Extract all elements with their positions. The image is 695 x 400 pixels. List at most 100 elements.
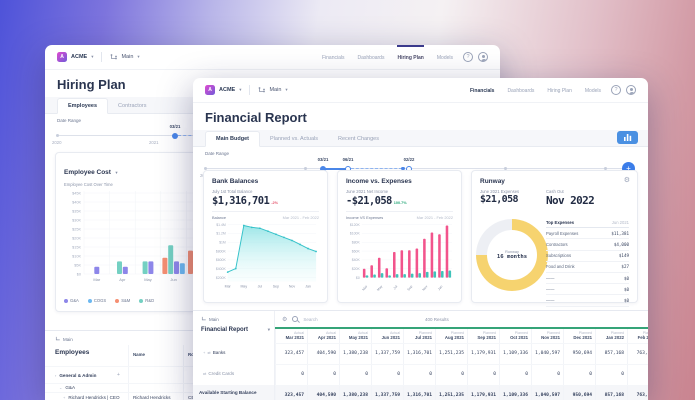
sheet-cell[interactable]: 0 <box>435 365 467 385</box>
table-row-group[interactable]: › General & Admin <box>55 373 96 378</box>
collapse-caret-icon[interactable]: ⌄ <box>59 385 63 390</box>
sheet-cell[interactable]: 0 <box>307 365 339 385</box>
nav-hiring-plan[interactable]: Hiring Plan <box>547 88 572 94</box>
top-expense-row[interactable]: Payroll Expenses $11,381 <box>546 228 629 240</box>
sheet-cell[interactable]: 1,380,238 <box>339 344 371 364</box>
legend-item[interactable]: S&M <box>115 298 130 303</box>
row-label-credit-cards[interactable]: ⇄ Credit Cards <box>203 371 234 376</box>
tab-contractors[interactable]: Contractors <box>118 103 147 109</box>
add-icon[interactable]: + <box>63 395 66 400</box>
user-avatar-icon[interactable] <box>478 52 488 62</box>
slider-handle[interactable] <box>172 132 178 139</box>
search-input[interactable]: Search <box>303 316 318 322</box>
sheet-cell[interactable]: 404,590 <box>307 344 339 364</box>
legend-item[interactable]: COGS <box>87 298 106 303</box>
legend-item[interactable]: G&A <box>64 298 79 303</box>
sheet-cell[interactable]: 763,641 <box>627 386 648 400</box>
sheet-cell[interactable]: 1,179,931 <box>467 386 499 400</box>
table-row-subgroup[interactable]: ⌄ G&A <box>59 385 75 390</box>
sheet-cell[interactable]: 323,457 <box>275 344 307 364</box>
legend-label: G&A <box>70 298 79 303</box>
sheet-cell[interactable]: 857,168 <box>595 386 627 400</box>
drag-handle-icon[interactable]: ⇄ <box>207 350 211 355</box>
expense-amount: $149 <box>618 253 629 259</box>
top-expense-row[interactable]: Subscriptions $149 <box>546 251 629 262</box>
slider-handle-start[interactable] <box>320 165 326 172</box>
sheet-cell[interactable]: 0 <box>403 365 435 385</box>
sheet-cell[interactable]: 950,694 <box>563 344 595 364</box>
sheet-cell[interactable]: 0 <box>339 365 371 385</box>
tab-planned-vs-actuals[interactable]: Planned vs. Actuals <box>270 136 319 142</box>
sheet-cell[interactable]: 1,179,931 <box>467 344 499 364</box>
cell-name[interactable]: Richard Hendricks <box>133 395 171 400</box>
add-icon[interactable]: + <box>117 372 120 378</box>
gear-icon[interactable]: ⚙ <box>623 177 630 184</box>
table-breadcrumb[interactable]: Main <box>55 336 73 342</box>
top-expense-row[interactable]: —— $0 <box>546 295 629 307</box>
table-row-employee[interactable]: + Richard Hendricks | CEO <box>63 395 120 400</box>
nav-models[interactable]: Models <box>584 88 601 94</box>
expand-caret-icon[interactable]: › <box>55 373 57 378</box>
chart-settings-button[interactable] <box>617 131 638 144</box>
employee-cost-title[interactable]: Employee Cost <box>64 169 111 176</box>
sheet-cell[interactable]: 1,316,701 <box>403 344 435 364</box>
top-expense-row[interactable]: Food and Drink $27 <box>546 262 629 273</box>
sheet-cell[interactable]: 857,168 <box>595 344 627 364</box>
org-switcher[interactable]: A ACME ▾ Main ▾ <box>57 45 140 69</box>
sheet-cell[interactable]: 1,251,235 <box>435 386 467 400</box>
column-month: Jan 2022 <box>605 335 624 340</box>
sheet-cell[interactable]: 0 <box>371 365 403 385</box>
svg-text:$25K: $25K <box>72 227 81 231</box>
nav-financials[interactable]: Financials <box>469 88 495 94</box>
row-label-banks[interactable]: + ⇄ Banks <box>203 350 225 355</box>
sheet-cell[interactable]: 1,109,336 <box>499 344 531 364</box>
top-expense-row[interactable]: Contractors $4,000 <box>546 239 629 251</box>
workspace-name[interactable]: Main <box>121 54 134 60</box>
org-switcher[interactable]: A ACME ▾ Main ▾ <box>205 78 288 102</box>
help-icon[interactable]: ? <box>463 52 473 62</box>
sheet-cell[interactable]: 0 <box>499 365 531 385</box>
sheet-cell[interactable]: 404,590 <box>307 386 339 400</box>
slider-track[interactable] <box>205 168 622 169</box>
cell-role[interactable]: CE <box>188 395 195 400</box>
sheet-cell[interactable]: 0 <box>563 365 595 385</box>
sheet-cell[interactable]: 1,109,336 <box>499 386 531 400</box>
sheet-cell[interactable]: 1,251,235 <box>435 344 467 364</box>
tab-main-budget[interactable]: Main Budget <box>205 131 260 147</box>
sheet-cell[interactable]: 1,040,597 <box>531 386 563 400</box>
nav-dashboards[interactable]: Dashboards <box>357 55 385 61</box>
legend-item[interactable]: R&D <box>139 298 154 303</box>
sheet-cell[interactable]: 1,337,759 <box>371 344 403 364</box>
sheet-cell[interactable]: 950,694 <box>563 386 595 400</box>
sheet-cell[interactable]: 0 <box>595 365 627 385</box>
sheet-breadcrumb[interactable]: Main <box>201 316 219 322</box>
sheet-cell[interactable]: 323,457 <box>275 386 307 400</box>
add-icon[interactable]: + <box>203 350 206 355</box>
sheet-cell[interactable]: 1,316,701 <box>403 386 435 400</box>
user-avatar-icon[interactable] <box>626 85 636 95</box>
legend-dot-icon <box>64 298 68 303</box>
top-expense-row[interactable]: —— $0 <box>546 273 629 285</box>
sheet-cell[interactable]: 0 <box>275 365 307 385</box>
top-expense-row[interactable]: —— $0 <box>546 284 629 296</box>
sheet-cell[interactable]: 0 <box>627 365 648 385</box>
nav-hiring-plan[interactable]: Hiring Plan <box>397 45 424 69</box>
sheet-cell[interactable]: 0 <box>531 365 563 385</box>
sheet-cell[interactable]: 1,337,759 <box>371 386 403 400</box>
help-icon[interactable]: ? <box>611 85 621 95</box>
drag-handle-icon[interactable]: ⇄ <box>203 371 207 376</box>
row-label-available-starting-balance[interactable]: Available Starting Balance <box>199 390 257 395</box>
tab-recent-changes[interactable]: Recent Changes <box>338 136 379 142</box>
sheet-cell[interactable]: 1,380,238 <box>339 386 371 400</box>
workspace-name[interactable]: Main <box>269 87 282 93</box>
nav-financials[interactable]: Financials <box>321 55 345 61</box>
sheet-cell[interactable]: 0 <box>467 365 499 385</box>
nav-models[interactable]: Models <box>436 55 453 61</box>
gear-icon[interactable]: ⚙ <box>282 316 288 323</box>
nav-dashboards[interactable]: Dashboards <box>507 88 535 94</box>
sheet-cell[interactable]: 1,040,597 <box>531 344 563 364</box>
sheet-cell[interactable]: 763,641 <box>627 344 648 364</box>
svg-text:$40K: $40K <box>72 200 81 204</box>
sheet-title-dropdown[interactable]: Financial Report ▾ <box>201 327 270 333</box>
tab-employees[interactable]: Employees <box>57 98 109 114</box>
